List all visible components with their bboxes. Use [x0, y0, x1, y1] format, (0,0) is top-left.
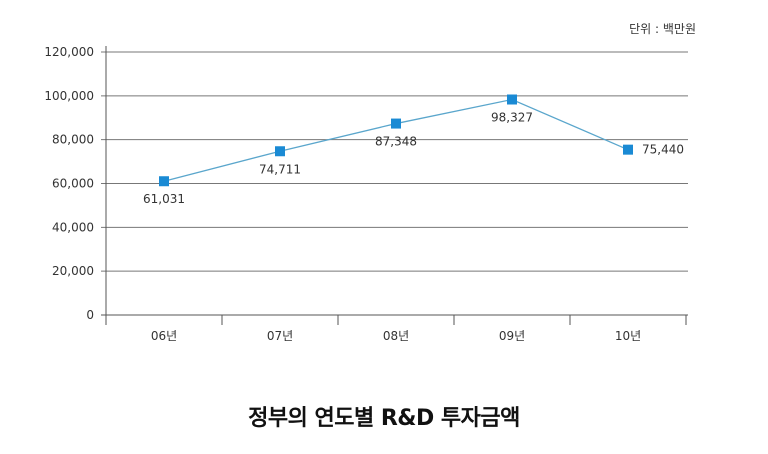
y-tick-label: 20,000 — [52, 264, 94, 278]
y-tick-label: 0 — [86, 308, 94, 322]
y-tick-label: 40,000 — [52, 220, 94, 234]
unit-label: 단위 : 백만원 — [629, 22, 696, 36]
data-point — [391, 118, 401, 129]
data-point — [507, 94, 517, 105]
y-tick-label: 60,000 — [52, 177, 94, 191]
data-point — [275, 146, 285, 157]
x-tick-label: 07년 — [267, 329, 293, 343]
x-tick-label: 09년 — [499, 329, 525, 343]
data-label: 75,440 — [642, 143, 684, 157]
x-tick-label: 08년 — [383, 329, 409, 343]
data-label: 61,031 — [143, 192, 185, 206]
data-point — [159, 176, 169, 187]
data-point — [623, 144, 633, 155]
x-tick-label: 10년 — [615, 329, 641, 343]
y-tick-label: 80,000 — [52, 133, 94, 147]
y-tick-label: 100,000 — [44, 89, 94, 103]
chart-title: 정부의 연도별 R&D 투자금액 — [248, 406, 520, 431]
x-tick-label: 06년 — [151, 329, 177, 343]
data-label: 87,348 — [375, 135, 417, 149]
y-tick-label: 120,000 — [44, 45, 94, 59]
data-label: 74,711 — [259, 162, 301, 176]
data-label: 98,327 — [491, 110, 533, 124]
